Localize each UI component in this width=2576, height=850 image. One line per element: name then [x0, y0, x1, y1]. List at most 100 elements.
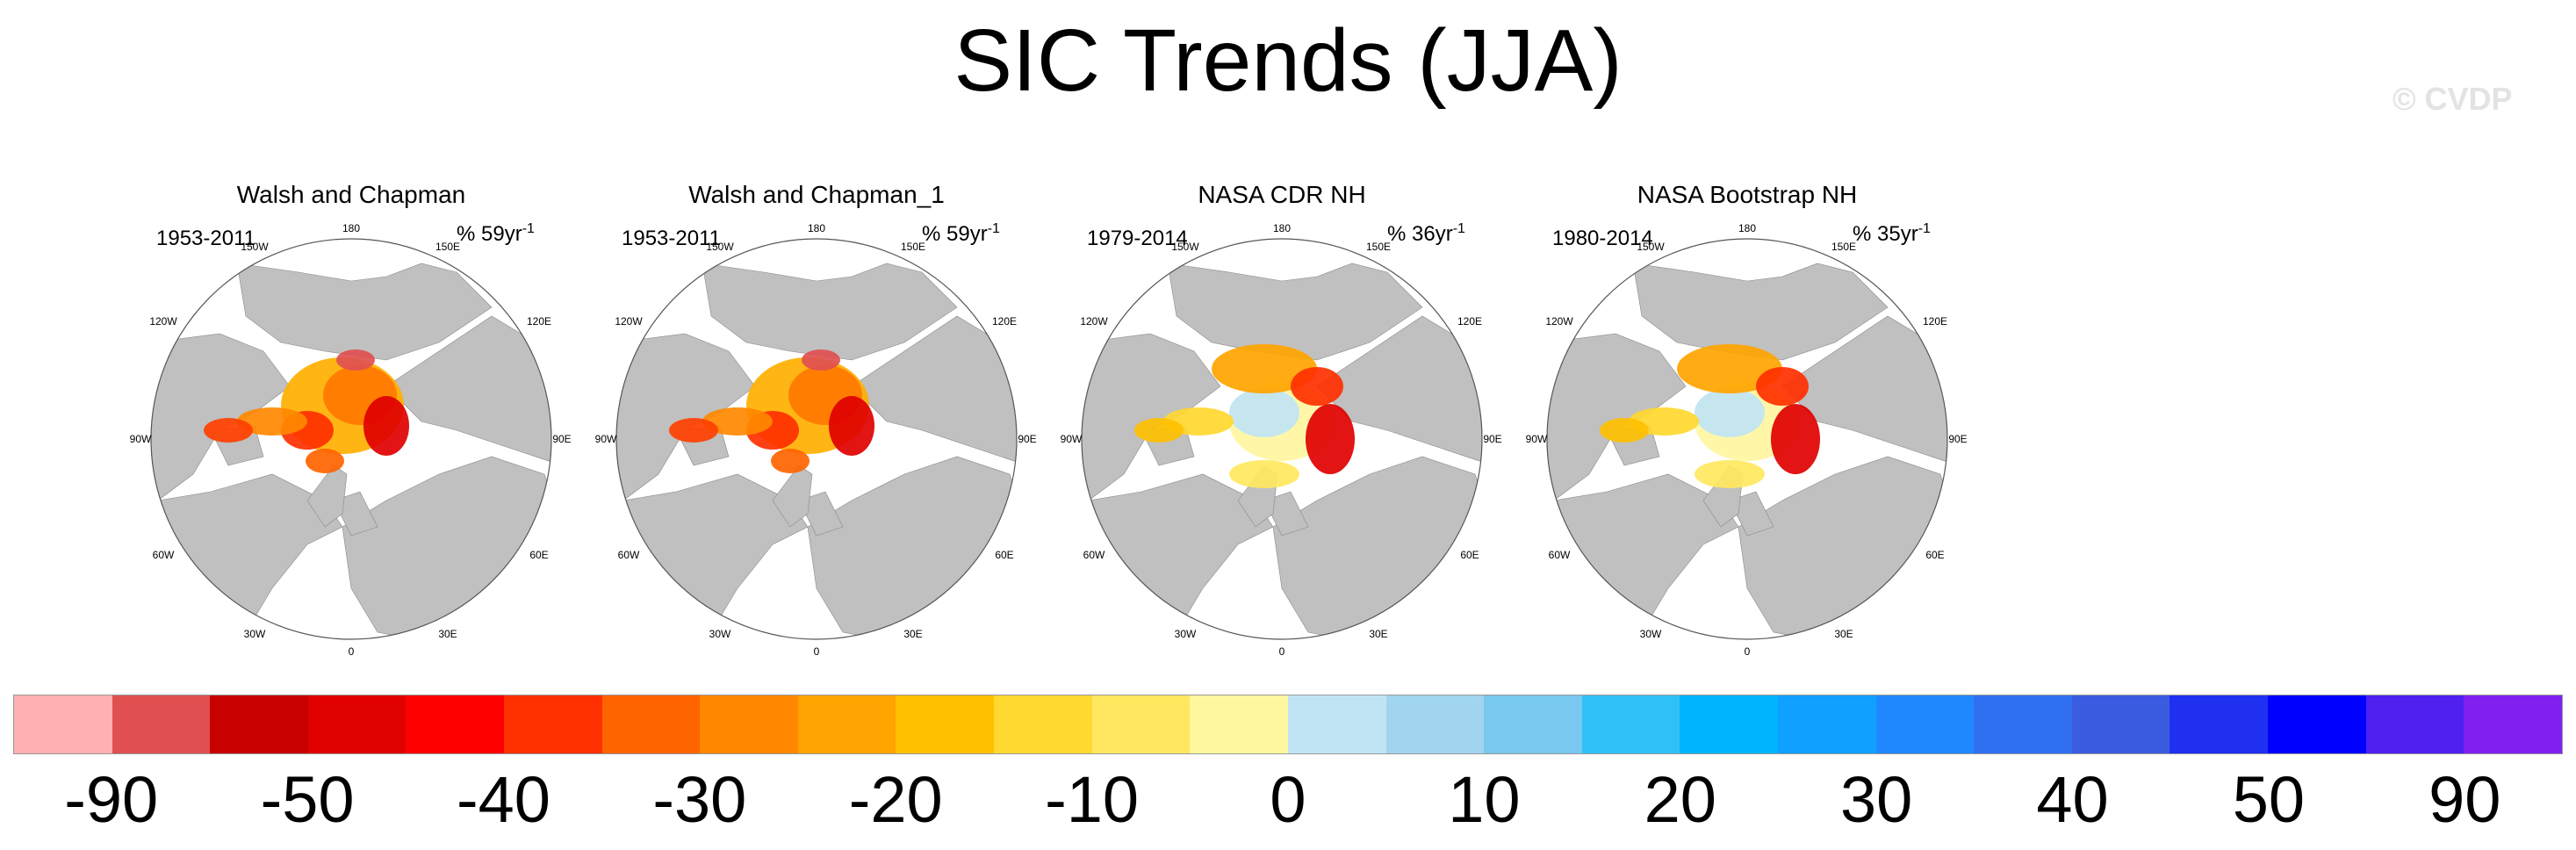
map-panel: NASA Bootstrap NH 1980-2014 % 35yr-1 180 0 15… — [1519, 176, 1975, 667]
sic-trend-area — [1306, 404, 1355, 474]
colorbar-label: -40 — [456, 763, 550, 836]
panel-units-text: % 59yr — [922, 222, 988, 246]
sic-trend-area — [1695, 388, 1765, 437]
panel-units: % 35yr-1 — [1853, 221, 1931, 247]
colorbar-bin — [1287, 695, 1386, 753]
longitude-label: 0 — [349, 645, 355, 658]
polar-map: 180 0 150W 120W 90W 60W 30W 150E 120E 90E 60E 30E — [595, 222, 1037, 658]
colorbar-bin — [210, 695, 308, 753]
longitude-label: 150E — [1366, 241, 1391, 253]
colorbar-bin — [1875, 695, 1975, 753]
panel-units-exponent: -1 — [987, 221, 1000, 236]
panel-title: Walsh and Chapman — [236, 181, 466, 208]
colorbar-bin — [2169, 695, 2269, 753]
land-mass — [1729, 491, 1774, 537]
land-mass — [851, 315, 1017, 466]
colorbar-bin — [307, 695, 407, 753]
sic-trend-area — [1229, 388, 1299, 437]
panel-units-exponent: -1 — [1452, 221, 1465, 236]
sic-trend-area — [1134, 418, 1184, 443]
longitude-label: 0 — [1745, 645, 1751, 658]
sic-trend-area — [204, 418, 253, 443]
colorbar-label: -30 — [652, 763, 747, 836]
colorbar-bin — [994, 695, 1092, 753]
colorbar-label: 10 — [1448, 763, 1521, 836]
map-panel: Walsh and Chapman 1953-2011 % 59yr-1 180 0 15… — [123, 176, 579, 667]
longitude-label: 30E — [1369, 628, 1387, 640]
colorbar-label: 90 — [2428, 763, 2501, 836]
panel-units-text: % 35yr — [1853, 222, 1918, 246]
sic-trend-area — [306, 449, 344, 473]
longitude-label: 30E — [438, 628, 457, 640]
longitude-label: 180 — [808, 222, 825, 234]
colorbar-label: -20 — [848, 763, 943, 836]
land-mass — [385, 315, 551, 466]
sic-trend-area — [802, 349, 840, 371]
colorbar — [13, 695, 2563, 754]
colorbar-bin — [504, 695, 602, 753]
land-mass — [1167, 263, 1423, 361]
colorbar-label: -90 — [64, 763, 159, 836]
panel-title: NASA Bootstrap NH — [1637, 181, 1858, 208]
longitude-label: 90E — [1483, 433, 1501, 445]
longitude-label: 120E — [1457, 315, 1482, 328]
longitude-label: 60W — [1549, 549, 1571, 561]
longitude-label: 150E — [435, 241, 460, 253]
longitude-label: 90E — [1018, 433, 1036, 445]
colorbar-label: 40 — [2036, 763, 2109, 836]
land-mass — [1316, 315, 1482, 466]
land-mass — [1263, 491, 1309, 537]
panel-title: Walsh and Chapman_1 — [688, 181, 945, 208]
colorbar-bin — [601, 695, 701, 753]
longitude-label: 30E — [1834, 628, 1853, 640]
colorbar-label: 50 — [2232, 763, 2306, 836]
colorbar-bin — [1484, 695, 1582, 753]
map-panel: Walsh and Chapman_1 1953-2011 % 59yr-1 180 0… — [588, 176, 1045, 667]
panel-units-text: % 36yr — [1387, 222, 1453, 246]
longitude-label: 90E — [552, 433, 571, 445]
longitude-label: 60W — [618, 549, 640, 561]
longitude-label: 30W — [1640, 628, 1662, 640]
longitude-label: 150W — [241, 241, 269, 253]
longitude-label: 120E — [992, 315, 1017, 328]
panel-units-text: % 59yr — [457, 222, 522, 246]
sic-trend-area — [1212, 344, 1317, 393]
panel-years: 1953-2011 — [156, 227, 255, 250]
panel-years: 1953-2011 — [622, 227, 721, 250]
panel-units: % 59yr-1 — [457, 221, 535, 247]
longitude-label: 30W — [709, 628, 731, 640]
longitude-label: 30E — [903, 628, 922, 640]
colorbar-bin — [896, 695, 995, 753]
colorbar-label: -50 — [260, 763, 355, 836]
land-mass — [236, 263, 493, 361]
panel-title: NASA CDR NH — [1198, 181, 1366, 208]
longitude-label: 30W — [1175, 628, 1197, 640]
colorbar-bin — [112, 695, 211, 753]
colorbar-bin — [1385, 695, 1485, 753]
longitude-label: 90W — [1061, 433, 1083, 445]
longitude-label: 180 — [1273, 222, 1291, 234]
colorbar-bin — [1581, 695, 1680, 753]
longitude-label: 0 — [1279, 645, 1285, 658]
longitude-label: 120W — [1080, 315, 1108, 328]
panel-years: 1980-2014 — [1552, 227, 1653, 250]
sic-trend-area — [829, 396, 874, 456]
longitude-label: 180 — [1738, 222, 1756, 234]
sic-trend-area — [771, 449, 809, 473]
longitude-label: 120W — [1545, 315, 1573, 328]
longitude-label: 150E — [1831, 241, 1856, 253]
figure-title: SIC Trends (JJA) — [953, 11, 1623, 110]
sic-trend-area — [363, 396, 409, 456]
longitude-label: 120E — [527, 315, 551, 328]
colorbar-bin — [14, 695, 112, 753]
longitude-label: 0 — [814, 645, 820, 658]
longitude-label: 150W — [706, 241, 734, 253]
land-mass — [702, 263, 958, 361]
panel-years: 1979-2014 — [1087, 227, 1188, 250]
longitude-label: 120E — [1923, 315, 1947, 328]
sic-trend-area — [1229, 460, 1299, 488]
sic-trend-area — [336, 349, 375, 371]
longitude-label: 90E — [1948, 433, 1967, 445]
colorbar-bin — [1974, 695, 2072, 753]
longitude-label: 90W — [595, 433, 617, 445]
